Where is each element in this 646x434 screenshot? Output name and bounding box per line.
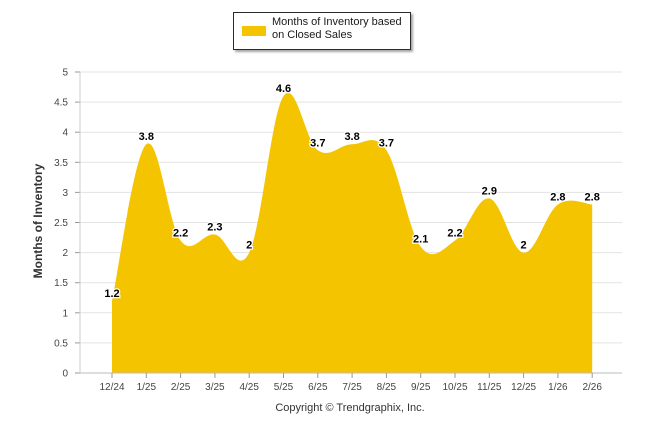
data-label: 3.7: [310, 137, 325, 149]
x-tick-label: 11/25: [477, 382, 502, 393]
x-tick-label: 3/25: [205, 382, 225, 393]
data-label: 3.7: [379, 137, 394, 149]
data-label: 3.8: [139, 131, 154, 143]
x-tick-label: 12/24: [99, 382, 124, 393]
y-tick-label: 5: [62, 68, 68, 79]
y-tick-label: 4: [62, 128, 68, 139]
x-tick-label: 2/26: [582, 382, 602, 393]
x-tick-label: 8/25: [377, 382, 397, 393]
x-tick-label: 7/25: [342, 382, 362, 393]
y-tick-label: 0.5: [54, 338, 68, 349]
copyright-text: Copyright © Trendgraphix, Inc.: [275, 402, 425, 414]
y-tick-label: 0: [62, 369, 68, 380]
y-tick-label: 2.5: [54, 218, 68, 229]
x-tick-label: 5/25: [274, 382, 294, 393]
area-series: [112, 92, 593, 374]
data-label: 2.3: [207, 222, 222, 234]
y-tick-label: 3: [62, 188, 68, 199]
data-label: 2.8: [550, 191, 565, 203]
data-label: 2: [521, 240, 527, 252]
data-label: 2: [246, 240, 252, 252]
y-axis-title: Months of Inventory: [31, 163, 45, 279]
data-label: 2.2: [173, 228, 188, 240]
x-tick-label: 12/25: [511, 382, 536, 393]
x-tick-label: 1/26: [548, 382, 568, 393]
data-label: 3.8: [344, 131, 359, 143]
data-label: 1.2: [104, 288, 119, 300]
x-tick-label: 1/25: [137, 382, 157, 393]
data-label: 4.6: [276, 83, 291, 95]
y-tick-label: 2: [62, 248, 68, 259]
data-label: 2.1: [413, 234, 428, 246]
y-tick-label: 1.5: [54, 278, 68, 289]
data-label: 2.9: [482, 185, 497, 197]
legend[interactable]: Months of Inventory based on Closed Sale…: [233, 12, 411, 50]
y-tick-label: 1: [62, 308, 68, 319]
x-tick-label: 10/25: [442, 382, 467, 393]
legend-swatch: [242, 26, 266, 36]
y-tick-label: 3.5: [54, 158, 68, 169]
legend-label: Months of Inventory based on Closed Sale…: [272, 16, 402, 41]
data-label: 2.2: [447, 228, 462, 240]
data-label: 2.8: [585, 191, 600, 203]
y-tick-label: 4.5: [54, 98, 68, 109]
x-tick-label: 9/25: [411, 382, 431, 393]
x-tick-label: 6/25: [308, 382, 328, 393]
x-tick-label: 4/25: [239, 382, 259, 393]
x-tick-label: 2/25: [171, 382, 191, 393]
